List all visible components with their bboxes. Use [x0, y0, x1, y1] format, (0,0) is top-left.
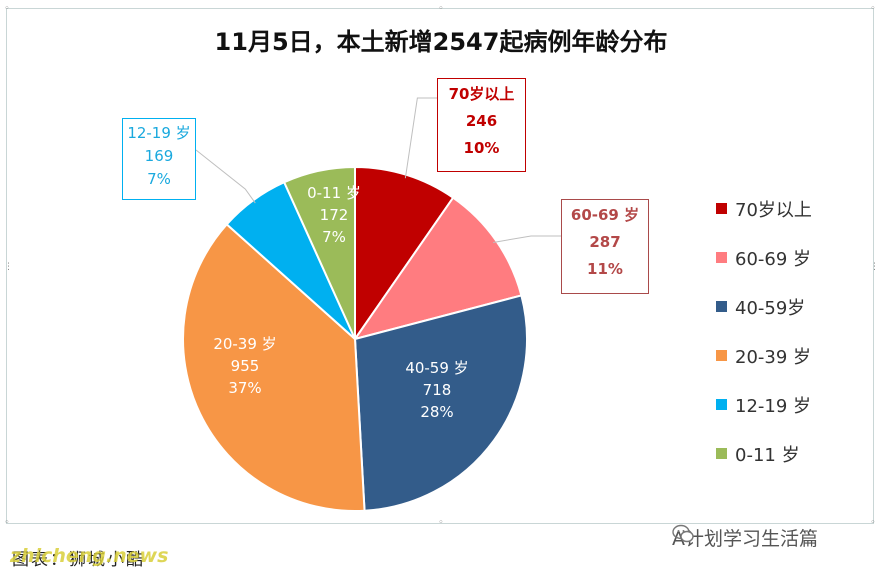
slice-label-value: 955: [230, 357, 260, 375]
callout-label: 12-19 岁: [127, 124, 191, 142]
site-watermark: zhicheng.news: [10, 545, 169, 567]
resize-handle[interactable]: ⋮: [870, 262, 879, 272]
resize-handle[interactable]: ◦: [870, 4, 876, 14]
legend-label: 12-19 岁: [735, 395, 812, 417]
callout-label: 70岁以上: [448, 85, 515, 103]
slice-label-value: 172: [319, 206, 349, 224]
slice-label-percent: 7%: [322, 228, 346, 246]
slice-label-0-11: 0-11 岁 172 7%: [299, 182, 369, 248]
callout-percent: 11%: [587, 260, 623, 278]
chart-title: 11月5日，本土新增2547起病例年龄分布: [214, 28, 668, 56]
slice-label-text: 20-39 岁: [213, 335, 277, 353]
resize-handle[interactable]: ◦: [870, 518, 876, 528]
callout-60-69: 60-69 岁 287 11%: [561, 199, 649, 294]
legend-item: 40-59岁: [716, 282, 812, 331]
leader-line-1: [493, 235, 561, 243]
callout-percent: 7%: [147, 170, 171, 188]
slice-label-text: 40-59 岁: [405, 359, 469, 377]
pie-slice-3: [182, 222, 366, 512]
legend-label: 70岁以上: [735, 199, 812, 221]
pie-slice-0: [354, 165, 455, 343]
callout-value: 169: [144, 147, 174, 165]
slice-label-20-39: 20-39 岁 955 37%: [200, 333, 290, 399]
chart-legend: 70岁以上 60-69 岁 40-59岁 20-39 岁 12-19 岁 0-1…: [716, 184, 812, 478]
slice-label-value: 718: [422, 381, 452, 399]
resize-handle[interactable]: ◦: [4, 4, 10, 14]
leader-line-0: [404, 97, 437, 179]
legend-item: 60-69 岁: [716, 233, 812, 282]
legend-swatch: [716, 399, 727, 410]
legend-label: 20-39 岁: [735, 346, 812, 368]
pie-slice-5: [282, 165, 356, 340]
legend-item: 20-39 岁: [716, 331, 812, 380]
legend-swatch: [716, 252, 727, 263]
resize-handle[interactable]: ◦: [438, 4, 444, 14]
legend-swatch: [716, 350, 727, 361]
pie-slice-1: [352, 196, 523, 341]
callout-value: 287: [589, 233, 621, 251]
callout-70-plus: 70岁以上 246 10%: [437, 78, 526, 172]
resize-handle[interactable]: ⋮: [4, 262, 13, 272]
slice-label-text: 0-11 岁: [307, 184, 361, 202]
callout-12-19: 12-19 岁 169 7%: [122, 118, 196, 200]
legend-swatch: [716, 203, 727, 214]
legend-label: 0-11 岁: [735, 444, 800, 466]
slice-label-percent: 37%: [228, 379, 262, 397]
legend-item: 12-19 岁: [716, 380, 812, 429]
legend-label: 60-69 岁: [735, 248, 812, 270]
slice-label-percent: 28%: [420, 403, 454, 421]
resize-handle[interactable]: ◦: [438, 518, 444, 528]
slice-label-40-59: 40-59 岁 718 28%: [392, 357, 482, 423]
legend-label: 40-59岁: [735, 297, 806, 319]
account-signature: A计划学习生活篇: [672, 524, 818, 551]
resize-handle[interactable]: ◦: [4, 518, 10, 528]
legend-swatch: [716, 448, 727, 459]
callout-percent: 10%: [463, 139, 500, 157]
callout-value: 246: [465, 112, 498, 130]
pie-slice-2: [353, 294, 528, 512]
leader-line-4: [195, 149, 256, 204]
callout-label: 60-69 岁: [570, 206, 640, 224]
account-name-text: A计划学习生活篇: [672, 528, 818, 550]
legend-item: 0-11 岁: [716, 429, 812, 478]
legend-item: 70岁以上: [716, 184, 812, 233]
chart-caption: 图表：狮城小酷: [12, 550, 145, 570]
wechat-icon: [672, 524, 694, 543]
legend-swatch: [716, 301, 727, 312]
